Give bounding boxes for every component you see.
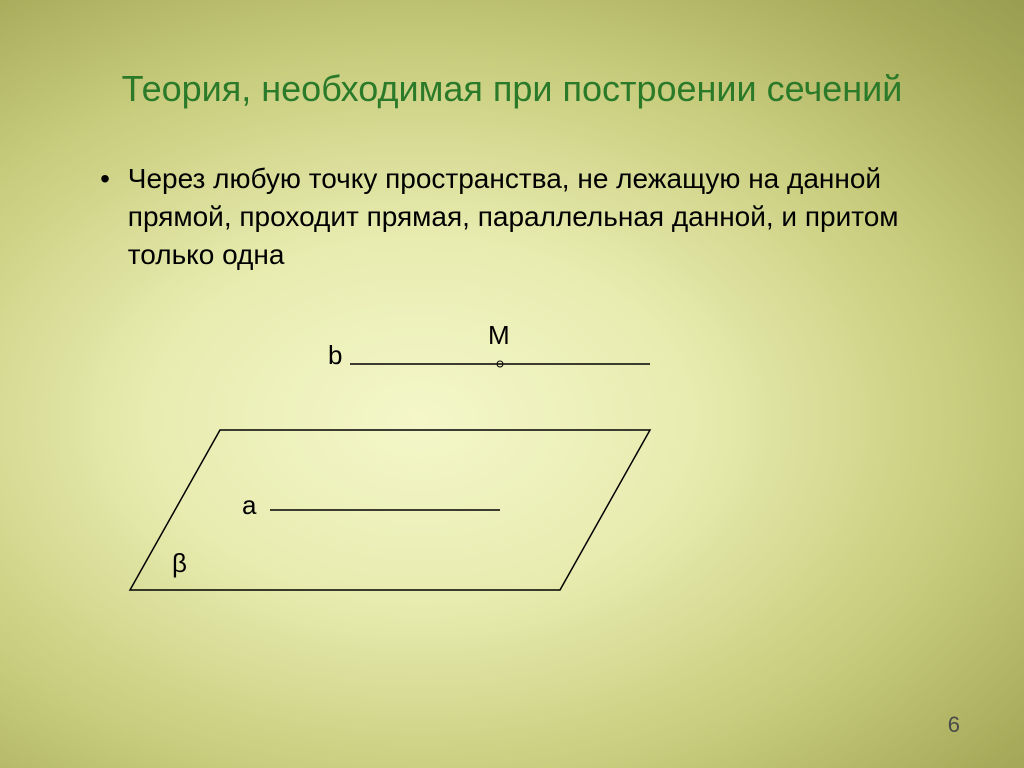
bullet-dot: • <box>90 160 120 198</box>
bullet-text: Через любую точку пространства, не лежащ… <box>128 160 938 273</box>
bullet-item: • Через любую точку пространства, не леж… <box>90 160 940 273</box>
label-beta: β <box>172 548 187 579</box>
label-m: М <box>488 320 510 351</box>
slide-number: 6 <box>948 712 960 738</box>
label-a: а <box>242 490 256 521</box>
diagram-svg <box>120 300 760 630</box>
geometry-diagram: М b а β <box>120 300 760 630</box>
label-b: b <box>328 340 342 371</box>
slide-title: Теория, необходимая при построении сечен… <box>0 68 1024 110</box>
